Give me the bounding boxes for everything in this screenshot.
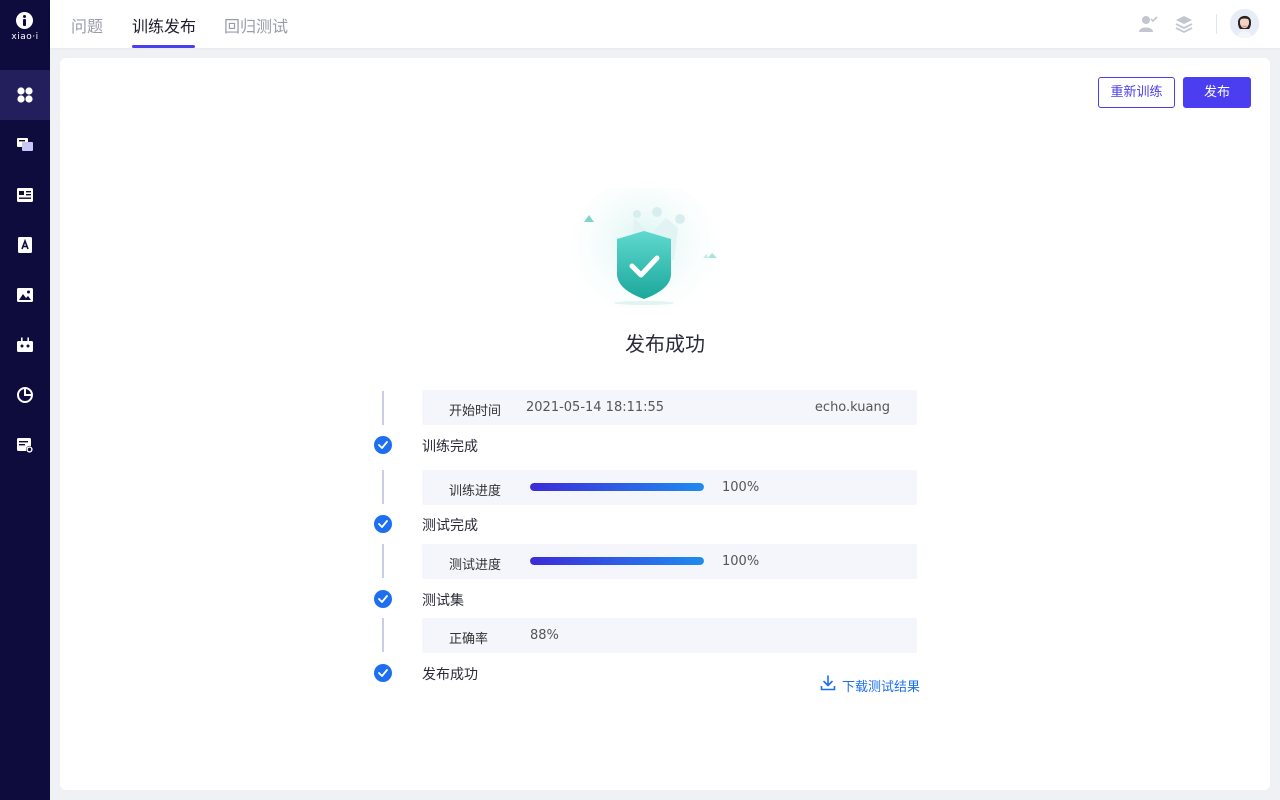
brand-logo[interactable]: xiao·i bbox=[0, 0, 50, 48]
tab-train-publish[interactable]: 训练发布 bbox=[132, 17, 197, 36]
training-progress-bar bbox=[530, 483, 704, 491]
operator-name: echo.kuang bbox=[814, 400, 890, 415]
sidebar-item-robot[interactable] bbox=[0, 320, 50, 370]
sidebar-item-image[interactable] bbox=[0, 270, 50, 320]
sidebar-item-statistics[interactable] bbox=[0, 370, 50, 420]
retrain-button[interactable]: 重新训练 bbox=[1098, 77, 1175, 108]
top-bar: 问题 训练发布 回归测试 bbox=[50, 0, 1280, 48]
check-icon bbox=[378, 669, 388, 677]
accuracy-label: 正确率 bbox=[449, 632, 489, 647]
download-test-results-label: 下载测试结果 bbox=[842, 680, 921, 695]
dashboard-icon bbox=[17, 87, 33, 103]
step-training-complete: 训练完成 bbox=[422, 439, 478, 455]
step-complete-icon bbox=[374, 436, 392, 454]
tab-regression-test[interactable]: 回归测试 bbox=[224, 17, 289, 36]
logo-mark-icon bbox=[16, 12, 33, 29]
sidebar: xiao·i bbox=[0, 0, 50, 800]
accuracy-row: 正确率 88% bbox=[422, 618, 917, 653]
step-complete-icon bbox=[374, 515, 392, 533]
download-icon bbox=[820, 675, 836, 691]
step-complete-icon bbox=[374, 664, 392, 682]
test-progress-percent: 100% bbox=[722, 554, 760, 569]
shield-check-illustration bbox=[564, 188, 724, 308]
logo-text: xiao·i bbox=[11, 32, 39, 42]
step-test-set: 测试集 bbox=[422, 593, 464, 609]
timeline-connector bbox=[382, 470, 384, 504]
pie-chart-icon bbox=[17, 387, 33, 403]
step-complete-icon bbox=[374, 590, 392, 608]
active-tab-indicator bbox=[132, 45, 195, 48]
test-progress-bar bbox=[530, 557, 704, 565]
sidebar-item-document[interactable] bbox=[0, 220, 50, 270]
check-icon bbox=[378, 441, 388, 449]
image-icon bbox=[17, 288, 33, 302]
check-icon bbox=[378, 595, 388, 603]
training-progress-row: 训练进度 100% bbox=[422, 470, 917, 505]
timeline-connector bbox=[382, 618, 384, 652]
timeline-connector bbox=[382, 391, 384, 425]
step-test-complete: 测试完成 bbox=[422, 518, 478, 534]
sidebar-item-list[interactable] bbox=[0, 170, 50, 220]
timeline-connector bbox=[382, 544, 384, 578]
accuracy-value: 88% bbox=[530, 628, 559, 643]
training-progress-fill bbox=[530, 483, 704, 491]
publish-success-title: 发布成功 bbox=[625, 332, 705, 356]
test-progress-fill bbox=[530, 557, 704, 565]
training-progress-label: 训练进度 bbox=[449, 484, 502, 499]
avatar[interactable] bbox=[1230, 9, 1259, 38]
check-icon bbox=[378, 520, 388, 528]
robot-icon bbox=[17, 337, 33, 352]
publish-button[interactable]: 发布 bbox=[1183, 77, 1251, 108]
sidebar-item-dashboard[interactable] bbox=[0, 70, 50, 120]
settings-list-icon bbox=[17, 438, 34, 454]
layers-icon[interactable] bbox=[1174, 14, 1194, 34]
start-time-label: 开始时间 bbox=[449, 404, 502, 419]
sidebar-item-qa[interactable] bbox=[0, 120, 50, 170]
qa-chat-icon bbox=[17, 138, 33, 151]
test-progress-row: 测试进度 100% bbox=[422, 544, 917, 579]
start-time-row: 开始时间 2021-05-14 18:11:55 echo.kuang bbox=[422, 390, 917, 425]
tab-questions[interactable]: 问题 bbox=[71, 17, 104, 36]
header-divider bbox=[1216, 14, 1217, 34]
document-icon bbox=[18, 237, 32, 253]
test-progress-label: 测试进度 bbox=[449, 558, 502, 573]
training-progress-percent: 100% bbox=[722, 480, 760, 495]
user-avatar-icon bbox=[1230, 9, 1259, 38]
list-card-icon bbox=[17, 188, 33, 202]
start-time-value: 2021-05-14 18:11:55 bbox=[526, 400, 665, 415]
user-check-icon[interactable] bbox=[1138, 14, 1158, 34]
main-card: 重新训练 发布 发布成功 开始时间 2021-05-14 bbox=[60, 58, 1270, 790]
sidebar-item-settings[interactable] bbox=[0, 420, 50, 470]
step-publish-success: 发布成功 bbox=[422, 667, 478, 683]
